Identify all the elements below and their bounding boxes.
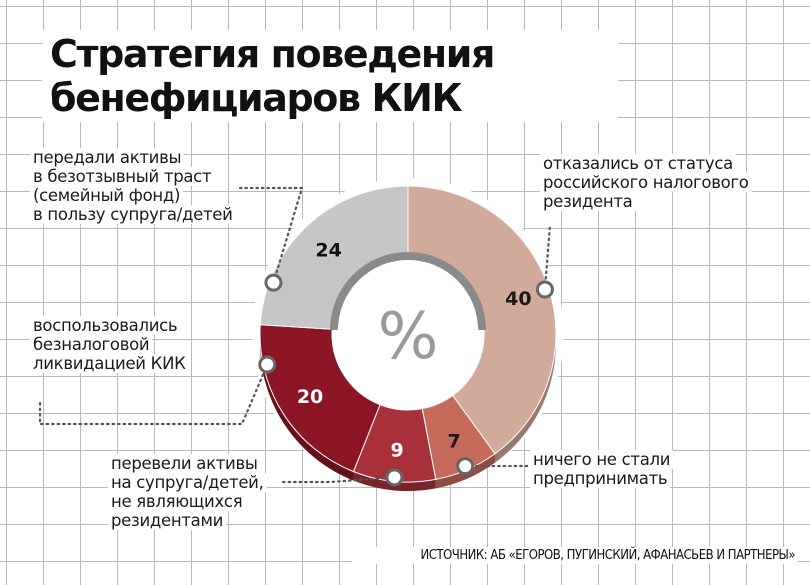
slice-value-label: 9 — [390, 439, 403, 461]
slice-label-line: отказались от статуса — [540, 154, 736, 173]
slice-label-line: российского налогового — [540, 173, 752, 192]
leader-trust — [238, 186, 304, 284]
slice-label-line: в безотзывный траст — [30, 167, 215, 186]
slice-label-line: безналоговой — [30, 335, 153, 354]
slice-depth — [260, 324, 354, 481]
slice-label-line: передали активы — [30, 148, 185, 167]
leader-transfer — [280, 476, 396, 484]
slice-label-transfer: перевели активы на супруга/детей, не явл… — [108, 454, 267, 530]
leader-dot — [385, 468, 404, 487]
title-line-1: Стратегия поведения — [50, 32, 495, 76]
leader-liquidation — [38, 363, 269, 426]
slice-label-line: предпринимать — [530, 469, 671, 488]
slice-value-label: 40 — [505, 288, 531, 310]
slice-label-line: ничего не стали — [530, 450, 674, 469]
slice-label-nothing: ничего не стали предпринимать — [530, 450, 674, 488]
slice-value-label: 20 — [297, 386, 323, 408]
source-note: ИСТОЧНИК: АБ «ЕГОРОВ, ПУГИНСКИЙ, АФАНАСЬ… — [352, 547, 798, 564]
leader-dot — [264, 273, 283, 292]
slice-label-residency: отказались от статуса российского налого… — [540, 154, 752, 211]
title-line-2: бенефициаров КИК — [50, 76, 463, 120]
slice-label-line: резидентами — [108, 511, 227, 530]
center-percent-label: % — [378, 300, 439, 374]
chart-title: Стратегия поведения бенефициаров КИК — [42, 30, 618, 122]
donut-hole-inner — [337, 267, 479, 409]
slice-label-trust: передали активы в безотзывный траст (сем… — [30, 148, 236, 224]
slice-value-label: 24 — [315, 239, 341, 261]
leader-residency — [543, 223, 552, 291]
slice-label-line: воспользовались — [30, 316, 181, 335]
leader-dot — [456, 457, 475, 476]
donut-inner-shadow — [330, 252, 486, 331]
slice-label-line: резидента — [540, 192, 636, 211]
slice-label-line: не являющихся — [108, 492, 246, 511]
leader-dot — [535, 280, 554, 299]
slice-label-line: на супруга/детей, — [108, 473, 267, 492]
slice-value-label: 7 — [447, 430, 460, 452]
slice-depth — [353, 471, 436, 491]
slice-label-line: в пользу супруга/детей — [30, 205, 236, 224]
leader-dot — [258, 355, 277, 374]
slice-label-line: (семейный фонд) — [30, 186, 184, 205]
slice-label-line: перевели активы — [108, 454, 261, 473]
slice-label-line: ликвидацией КИК — [30, 354, 189, 373]
slice-label-liquidation: воспользовались безналоговой ликвидацией… — [30, 316, 189, 373]
